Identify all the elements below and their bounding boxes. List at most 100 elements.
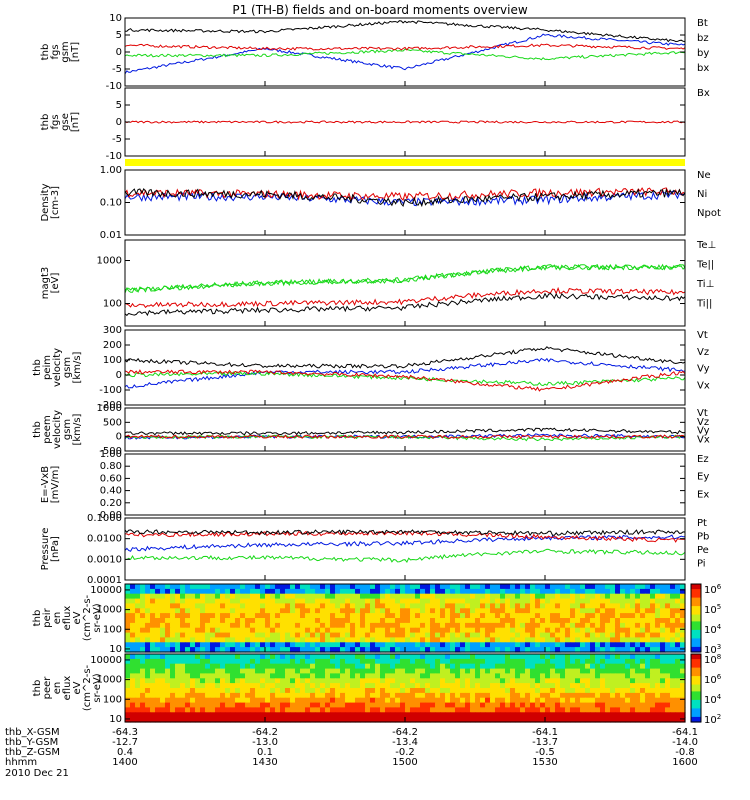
spectrogram-cell	[420, 642, 426, 648]
spectrogram-cell	[335, 603, 341, 609]
spectrogram-cell	[135, 673, 141, 679]
spectrogram-cell	[595, 588, 601, 595]
spectrogram-cell	[480, 642, 486, 648]
spectrogram-cell	[190, 673, 196, 679]
spectrogram-cell	[515, 642, 521, 648]
spectrogram-cell	[250, 642, 256, 648]
spectrogram-cell	[555, 593, 561, 600]
spectrogram-cell	[285, 618, 291, 624]
spectrogram-cell	[480, 618, 486, 624]
spectrogram-cell	[215, 584, 221, 590]
spectrogram-cell	[380, 678, 386, 684]
spectrogram-cell	[125, 673, 131, 679]
spectrogram-cell	[530, 654, 536, 660]
y-tick-label: 0	[116, 117, 122, 128]
legend-entry: Ne	[697, 170, 711, 181]
spectrogram-cell	[345, 707, 351, 713]
spectrogram-cell	[140, 613, 146, 619]
spectrogram-cell	[180, 668, 186, 675]
spectrogram-cell	[600, 712, 606, 718]
spectrogram-cell	[140, 647, 146, 653]
spectrogram-cell	[560, 678, 566, 684]
spectrogram-cell	[440, 647, 446, 653]
spectrogram-cell	[585, 622, 591, 629]
y-axis-label: eV	[72, 681, 83, 694]
spectrogram-cell	[230, 598, 236, 605]
spectrogram-cell	[230, 658, 236, 665]
spectrogram-cell	[455, 702, 461, 709]
spectrogram-cell	[440, 688, 446, 694]
spectrogram-cell	[245, 598, 251, 605]
spectrogram-cell	[560, 632, 566, 639]
spectrogram-cell	[245, 658, 251, 665]
spectrogram-cell	[215, 647, 221, 653]
spectrogram-cell	[210, 588, 216, 595]
spectrogram-cell	[585, 668, 591, 675]
y-tick-label: 100	[103, 694, 122, 705]
spectrogram-cell	[210, 637, 216, 643]
spectrogram-cell	[640, 717, 646, 723]
spectrogram-cell	[385, 598, 391, 605]
spectrogram-cell	[545, 632, 551, 639]
spectrogram-cell	[640, 627, 646, 634]
spectrogram-cell	[460, 618, 466, 624]
spectrogram-cell	[425, 683, 431, 689]
colorbar-step	[691, 641, 701, 645]
spectrogram-cell	[550, 654, 556, 660]
spectrogram-cell	[405, 613, 411, 619]
spectrogram-cell	[295, 647, 301, 653]
spectrogram-cell	[445, 707, 451, 713]
spectrogram-cell	[310, 654, 316, 660]
spectrogram-cell	[345, 712, 351, 718]
series-Ne	[124, 187, 686, 202]
spectrogram-cell	[510, 642, 516, 648]
spectrogram-cell	[310, 707, 316, 713]
spectrogram-cell	[445, 642, 451, 648]
spectrogram-cell	[645, 608, 651, 614]
spectrogram-cell	[610, 632, 616, 639]
series-Te⊥	[124, 286, 686, 309]
spectrogram-cell	[435, 668, 441, 675]
spectrogram-cell	[645, 678, 651, 684]
spectrogram-cell	[425, 603, 431, 609]
spectrogram-cell	[295, 608, 301, 614]
spectrogram-cell	[170, 702, 176, 709]
spectrogram-cell	[590, 663, 596, 670]
spectrogram-cell	[625, 668, 631, 675]
spectrogram-cell	[675, 712, 681, 718]
spectrogram-cell	[365, 622, 371, 629]
spectrogram-cell	[295, 697, 301, 704]
spectrogram-cell	[620, 697, 626, 704]
spectrogram-cell	[190, 598, 196, 605]
spectrogram-cell	[305, 637, 311, 643]
spectrogram-cell	[380, 598, 386, 605]
spectrogram-cell	[135, 717, 141, 723]
spectrogram-cell	[585, 717, 591, 723]
spectrogram-cell	[550, 647, 556, 653]
spectrogram-cell	[135, 622, 141, 629]
spectrogram-cell	[420, 692, 426, 699]
spectrogram-cell	[580, 593, 586, 600]
spectrogram-cell	[320, 593, 326, 600]
spectrogram-cell	[360, 627, 366, 634]
spectrogram-cell	[495, 712, 501, 718]
spectrogram-cell	[345, 588, 351, 595]
spectrogram-cell	[560, 668, 566, 675]
spectrogram-cell	[515, 692, 521, 699]
spectrogram-cell	[390, 717, 396, 723]
spectrogram-cell	[130, 702, 136, 709]
spectrogram-cell	[495, 608, 501, 614]
spectrogram-cell	[470, 697, 476, 704]
spectrogram-cell	[555, 632, 561, 639]
spectrogram-cell	[385, 588, 391, 595]
spectrogram-cell	[205, 588, 211, 595]
data-gap-bar	[125, 159, 685, 166]
spectrogram-cell	[285, 692, 291, 699]
spectrogram-cell	[395, 688, 401, 694]
spectrogram-cell	[275, 692, 281, 699]
spectrogram-cell	[380, 627, 386, 634]
spectrogram-cell	[680, 588, 686, 595]
spectrogram-cell	[350, 663, 356, 670]
spectrogram-cell	[255, 637, 261, 643]
